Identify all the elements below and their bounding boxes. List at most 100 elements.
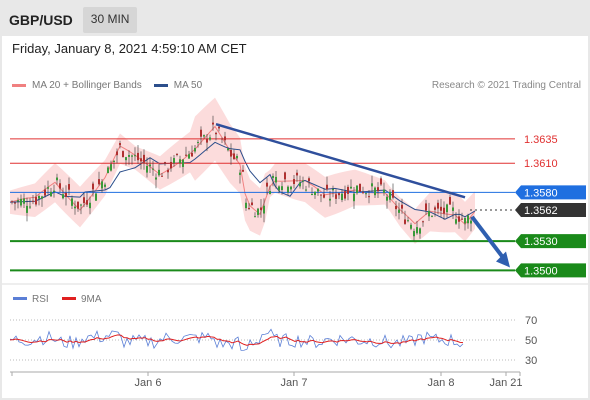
candle-body bbox=[332, 188, 334, 191]
level-label: 1.3580 bbox=[524, 187, 558, 199]
bollinger-swatch bbox=[12, 84, 26, 87]
candle-body bbox=[428, 210, 430, 217]
candle-body bbox=[92, 183, 94, 190]
candle-body bbox=[290, 186, 292, 190]
candle-body bbox=[101, 181, 103, 189]
level-tag bbox=[515, 234, 586, 249]
candle-body bbox=[455, 219, 457, 224]
candle-body bbox=[80, 204, 82, 206]
candle-body bbox=[53, 190, 55, 192]
candle-body bbox=[143, 154, 145, 163]
candle-body bbox=[410, 224, 412, 229]
candle-body bbox=[44, 189, 46, 196]
candle-body bbox=[341, 193, 343, 201]
candle-body bbox=[113, 160, 115, 162]
candle-body bbox=[62, 194, 64, 199]
candle-body bbox=[386, 196, 388, 201]
candle-body bbox=[311, 193, 313, 195]
candle-body bbox=[251, 202, 253, 206]
candle-body bbox=[194, 148, 196, 152]
candle-body bbox=[185, 154, 187, 156]
candle-body bbox=[392, 190, 394, 198]
candle-body bbox=[326, 184, 328, 190]
x-tick-label: Jan 21 bbox=[489, 377, 522, 389]
candle-body bbox=[119, 143, 121, 146]
candle-body bbox=[89, 202, 91, 209]
candle-body bbox=[206, 139, 208, 143]
rsi-line bbox=[9, 328, 464, 351]
candle-body bbox=[26, 205, 28, 213]
candle-body bbox=[128, 155, 130, 157]
rsi-legend-label: RSI bbox=[32, 294, 49, 305]
candle-body bbox=[107, 167, 109, 174]
candle-body bbox=[125, 157, 127, 161]
candle-body bbox=[425, 203, 427, 211]
candle-body bbox=[254, 216, 256, 218]
candle-body bbox=[203, 135, 205, 137]
candle-body bbox=[272, 175, 274, 178]
candle-body bbox=[362, 192, 364, 194]
candle-body bbox=[221, 138, 223, 140]
candle-body bbox=[338, 193, 340, 196]
candle-body bbox=[281, 186, 283, 190]
candle-body bbox=[260, 207, 262, 211]
candle-body bbox=[320, 194, 322, 196]
candle-body bbox=[11, 201, 13, 203]
candle-body bbox=[302, 180, 304, 182]
candle-body bbox=[164, 162, 166, 164]
timestamp: Friday, January 8, 2021 4:59:10 AM CET bbox=[12, 41, 247, 56]
rsi-tick-label: 50 bbox=[525, 335, 537, 347]
candle-body bbox=[293, 179, 295, 184]
candle-body bbox=[446, 204, 448, 213]
candle-body bbox=[152, 168, 154, 170]
legend-bollinger: MA 20 + Bollinger Bands bbox=[12, 80, 142, 91]
candle-body bbox=[182, 159, 184, 167]
candle-body bbox=[239, 172, 241, 175]
candle-body bbox=[374, 187, 376, 196]
candle-body bbox=[83, 197, 85, 204]
legend-bollinger-label: MA 20 + Bollinger Bands bbox=[32, 80, 142, 91]
candle-body bbox=[161, 175, 163, 177]
candle-body bbox=[458, 216, 460, 222]
candle-body bbox=[230, 149, 232, 157]
candle-body bbox=[77, 201, 79, 209]
candle-body bbox=[248, 207, 250, 209]
candle-body bbox=[71, 198, 73, 206]
candle-body bbox=[470, 220, 472, 224]
candle-body bbox=[233, 153, 235, 160]
rsi-ma-line bbox=[9, 334, 464, 346]
forecast-arrowhead bbox=[496, 251, 510, 268]
candle-body bbox=[173, 158, 175, 164]
candle-body bbox=[347, 186, 349, 194]
candle-body bbox=[170, 161, 172, 169]
candle-body bbox=[353, 193, 355, 202]
candle-body bbox=[389, 191, 391, 200]
candle-body bbox=[29, 206, 31, 208]
candle-body bbox=[110, 164, 112, 171]
level-label: 1.3610 bbox=[524, 158, 558, 170]
candle-body bbox=[218, 126, 220, 129]
ma9-legend-label: 9MA bbox=[81, 294, 102, 305]
candle-body bbox=[317, 188, 319, 192]
candle-body bbox=[104, 184, 106, 187]
candle-body bbox=[242, 169, 244, 172]
timeframe-badge[interactable]: 30 MIN bbox=[82, 7, 138, 33]
candle-body bbox=[377, 187, 379, 192]
candle-body bbox=[179, 159, 181, 164]
candle-body bbox=[41, 196, 43, 199]
candle-body bbox=[65, 192, 67, 197]
candle-body bbox=[263, 205, 265, 214]
candle-body bbox=[116, 151, 118, 156]
candle-body bbox=[344, 191, 346, 199]
candle-body bbox=[257, 208, 259, 215]
candle-body bbox=[236, 155, 238, 159]
candle-body bbox=[275, 176, 277, 183]
candle-body bbox=[452, 207, 454, 211]
candle-body bbox=[368, 196, 370, 198]
candle-body bbox=[197, 142, 199, 144]
level-label: 1.3635 bbox=[524, 134, 558, 146]
candle-body bbox=[356, 185, 358, 194]
candle-body bbox=[467, 215, 469, 224]
candle-body bbox=[137, 152, 139, 161]
candle-body bbox=[56, 177, 58, 181]
